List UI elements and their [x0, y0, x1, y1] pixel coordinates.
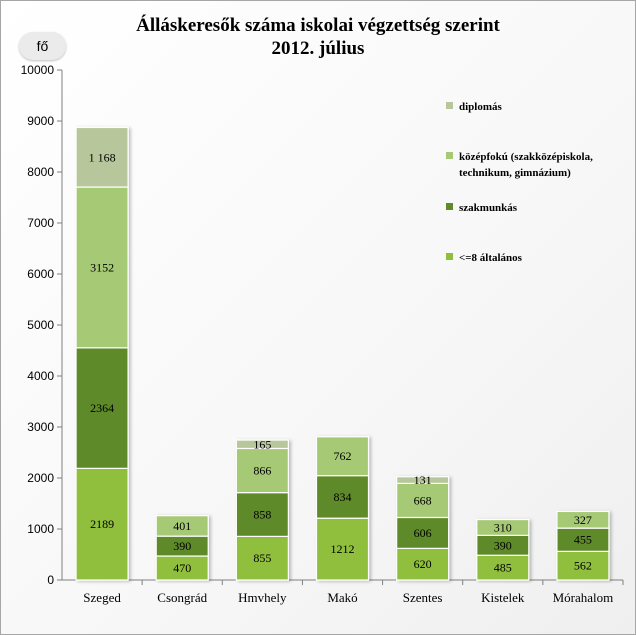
bar-segment — [235, 447, 289, 494]
data-label: 562 — [574, 559, 592, 573]
bar-segment — [556, 510, 610, 529]
category-label: Szentes — [403, 590, 443, 605]
chart-title: Álláskeresők száma iskolai végzettség sz… — [136, 15, 500, 36]
category-label: Kistelek — [481, 590, 525, 605]
data-label: 1212 — [331, 542, 355, 556]
data-label: 762 — [334, 449, 352, 463]
data-label: 3152 — [90, 260, 114, 274]
bar-segment — [396, 482, 450, 519]
category-label: Mórahalom — [553, 590, 614, 605]
bar-stack — [155, 515, 209, 581]
category-label: Szeged — [83, 590, 121, 605]
data-label: 131 — [414, 473, 432, 487]
y-tick-label: 5000 — [27, 318, 54, 332]
data-label: 2189 — [90, 517, 114, 531]
legend-label: középfokú (szakközépiskola, — [459, 151, 593, 163]
bar-stack — [75, 126, 129, 581]
bar-segment — [396, 547, 450, 581]
bar-segment — [75, 186, 129, 349]
unit-label: fő — [19, 32, 66, 60]
y-tick-label: 4000 — [27, 369, 54, 383]
y-tick-label: 6000 — [27, 267, 54, 281]
data-label: 620 — [414, 557, 432, 571]
bar-segment — [75, 126, 129, 188]
data-label: 390 — [494, 538, 512, 552]
data-label: 866 — [253, 464, 271, 478]
bar-segment — [75, 467, 129, 581]
data-label: 606 — [414, 526, 432, 540]
legend-swatch — [446, 102, 453, 109]
data-label: 834 — [334, 490, 352, 504]
data-label: 858 — [253, 508, 271, 522]
bar-segment — [235, 535, 289, 581]
data-label: 668 — [414, 493, 432, 507]
category-label: Hmvhely — [238, 590, 287, 605]
bar-segment — [315, 436, 370, 477]
data-label: 855 — [253, 551, 271, 565]
y-tick-label: 10000 — [21, 63, 55, 77]
bars: 2189 2364 3152 1 168 470 390 401 855 858 866 165 12… — [75, 126, 610, 581]
category-label: Csongrád — [157, 590, 207, 605]
y-tick-label: 0 — [47, 573, 54, 587]
y-tick-label: 1000 — [27, 522, 54, 536]
bar-stack — [476, 518, 530, 581]
data-label: 390 — [173, 539, 191, 553]
bar-stack — [556, 510, 610, 581]
data-label: 2364 — [90, 401, 114, 415]
bar-stack — [315, 436, 370, 581]
bar-segment — [235, 492, 289, 537]
legend-label-line2: technikum, gimnázium) — [459, 167, 571, 179]
data-label: 485 — [494, 561, 512, 575]
data-label: 470 — [173, 561, 191, 575]
bar-segment — [75, 347, 129, 469]
data-label: 310 — [494, 520, 512, 534]
y-tick-label: 9000 — [27, 114, 54, 128]
bar-segment — [396, 476, 450, 485]
data-label: 1 168 — [89, 150, 116, 164]
bar-segment — [476, 554, 530, 581]
y-tick-label: 8000 — [27, 165, 54, 179]
data-label: 165 — [253, 437, 271, 451]
bar-segment — [476, 518, 530, 536]
legend-swatch — [446, 203, 453, 210]
y-tick-label: 7000 — [27, 216, 54, 230]
bar-segment — [235, 439, 289, 450]
data-label: 327 — [574, 513, 592, 527]
legend: diplomás középfokú (szakközépiskola, techn… — [446, 101, 593, 264]
data-label: 401 — [173, 519, 191, 533]
y-tick-label: 3000 — [27, 420, 54, 434]
legend-label: diplomás — [459, 101, 503, 113]
category-label: Makó — [327, 590, 357, 605]
chart-subtitle: 2012. július — [271, 38, 365, 59]
bar-stack — [396, 476, 450, 581]
legend-swatch — [446, 152, 453, 159]
bar-stack — [235, 439, 289, 581]
legend-label: szakmunkás — [459, 202, 518, 214]
legend-label: <=8 általános — [459, 252, 523, 264]
bar-segment — [155, 515, 209, 537]
legend-swatch — [446, 253, 453, 260]
bar-segment — [396, 516, 450, 549]
y-tick-label: 2000 — [27, 471, 54, 485]
data-label: 455 — [574, 533, 592, 547]
